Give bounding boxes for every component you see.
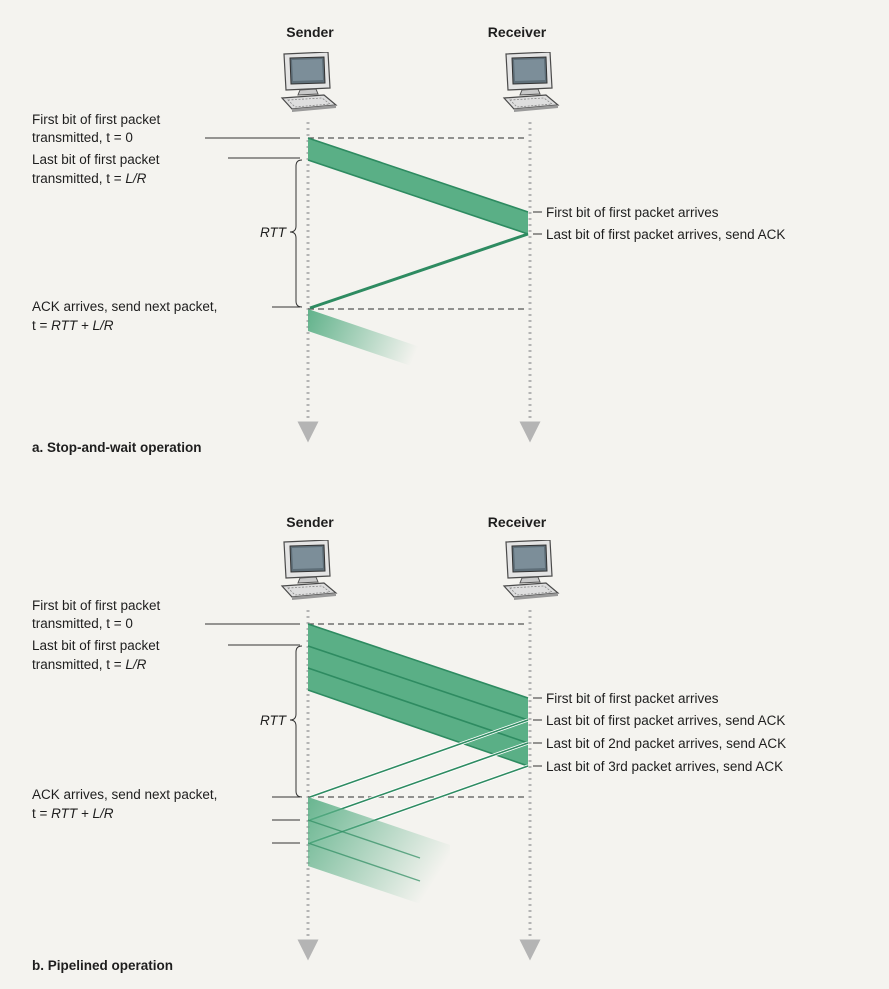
stop-and-wait-diagram: Sender Receiver First bit of first packe… (32, 24, 785, 455)
next-packet-edge (307, 819, 421, 859)
packet-2-last-bit-edge (307, 667, 529, 744)
last-bit-1-arrives-label: Last bit of first packet arrives, send A… (546, 713, 785, 728)
rtt-label: RTT (260, 225, 288, 240)
receiver-label: Receiver (488, 24, 547, 40)
sender-label: Sender (286, 514, 334, 530)
ack-2-line (309, 742, 529, 821)
packet-1-band (308, 138, 528, 234)
ack-1-line (309, 719, 529, 798)
last-bit-arrives-label: Last bit of first packet arrives, send A… (546, 227, 785, 242)
caption-b: b. Pipelined operation (32, 958, 173, 973)
last-bit-sent-label-line1: Last bit of first packet (32, 638, 160, 653)
packet-3-last-bit-edge (307, 689, 529, 767)
last-bit-3-arrives-label: Last bit of 3rd packet arrives, send ACK (546, 759, 783, 774)
packet-1-last-bit-edge (307, 159, 529, 235)
packet-2-band (308, 309, 420, 369)
packets-1-3-band (308, 624, 528, 766)
receiver-computer-icon (503, 540, 559, 601)
first-bit-sent-label-line1: First bit of first packet (32, 598, 161, 613)
packet-1-first-bit-edge (307, 623, 529, 699)
pipelined-diagram: Sender Receiver First bit of first (32, 514, 786, 973)
first-bit-arrives-label: First bit of first packet arrives (546, 205, 719, 220)
next-packets-band (308, 797, 450, 914)
sender-computer-icon (281, 52, 337, 113)
sender-computer-icon (281, 540, 337, 601)
ack-arrives-label-line1: ACK arrives, send next packet, (32, 787, 217, 802)
first-bit-arrives-label: First bit of first packet arrives (546, 691, 719, 706)
last-bit-sent-label-line2: transmitted, t = L/R (32, 171, 147, 186)
sender-label: Sender (286, 24, 334, 40)
rtt-brace (289, 645, 303, 798)
rtt-brace (289, 159, 303, 308)
last-bit-sent-label-line2: transmitted, t = L/R (32, 657, 147, 672)
receiver-computer-icon (503, 52, 559, 113)
ack-arrives-label-line2: t = RTT + L/R (32, 318, 114, 333)
last-bit-sent-label-line1: Last bit of first packet (32, 152, 160, 167)
rtt-label: RTT (260, 713, 288, 728)
first-bit-sent-label-line1: First bit of first packet (32, 112, 161, 127)
next-packet-edge (307, 842, 421, 882)
receiver-label: Receiver (488, 514, 547, 530)
packet-1-last-bit-edge (307, 645, 529, 721)
first-bit-sent-label-line2: transmitted, t = 0 (32, 616, 133, 631)
ack-arrives-label-line2: t = RTT + L/R (32, 806, 114, 821)
first-bit-sent-label-line2: transmitted, t = 0 (32, 130, 133, 145)
ack-arrives-label-line1: ACK arrives, send next packet, (32, 299, 217, 314)
packet-1-first-bit-edge (307, 137, 529, 213)
ack-1-line (309, 232, 529, 310)
last-bit-2-arrives-label: Last bit of 2nd packet arrives, send ACK (546, 736, 786, 751)
caption-a: a. Stop-and-wait operation (32, 440, 202, 455)
